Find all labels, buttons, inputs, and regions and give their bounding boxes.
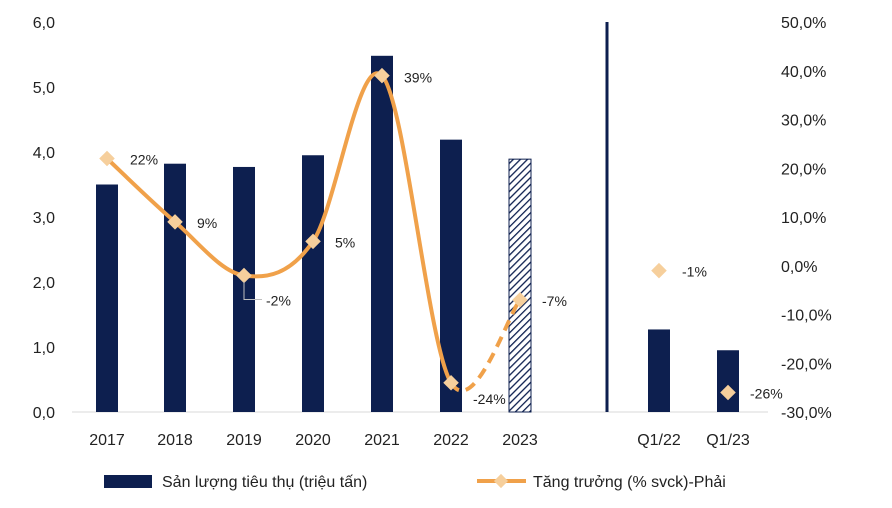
left-axis-tick-label: 5,0 bbox=[33, 80, 55, 97]
left-axis-tick-label: 4,0 bbox=[33, 145, 55, 162]
right-axis-tick-label: 0,0% bbox=[781, 259, 817, 276]
growth-point bbox=[443, 374, 459, 391]
growth-point bbox=[167, 214, 183, 230]
growth-point bbox=[236, 267, 252, 284]
line-markers bbox=[99, 67, 736, 401]
bar bbox=[440, 139, 462, 412]
bar bbox=[302, 155, 324, 412]
right-axis-tick-label: 20,0% bbox=[781, 161, 826, 178]
x-axis-tick-label: 2020 bbox=[295, 432, 331, 449]
growth-data-label: -26% bbox=[750, 386, 783, 402]
left-axis: 0,0 1,0 2,0 3,0 4,0 5,0 6,0 bbox=[33, 15, 55, 422]
legend-line-marker bbox=[493, 473, 509, 489]
right-axis-tick-label: -30,0% bbox=[781, 405, 832, 422]
bar bbox=[508, 158, 532, 413]
x-axis-tick-label: Q1/23 bbox=[706, 432, 750, 449]
right-axis-tick-label: 10,0% bbox=[781, 210, 826, 227]
bar bbox=[96, 184, 118, 412]
right-axis-tick-label: 50,0% bbox=[781, 15, 826, 32]
left-axis-tick-label: 3,0 bbox=[33, 210, 55, 227]
right-axis-tick-label: 30,0% bbox=[781, 113, 826, 130]
x-axis-tick-label: Q1/22 bbox=[637, 432, 681, 449]
growth-data-label: -1% bbox=[682, 264, 707, 280]
growth-data-label: 22% bbox=[130, 152, 158, 168]
growth-point bbox=[651, 262, 667, 279]
x-axis-tick-label: 2019 bbox=[226, 432, 262, 449]
bar bbox=[371, 55, 393, 413]
legend: Sản lượng tiêu thụ (triệu tấn) Tăng trưở… bbox=[104, 473, 726, 491]
bar bbox=[164, 163, 186, 412]
left-axis-tick-label: 6,0 bbox=[33, 15, 55, 32]
growth-data-label: -7% bbox=[542, 293, 567, 309]
data-labels: 22% 9% -2% 5% 39% -24% -7% -1% -26% bbox=[130, 70, 783, 407]
x-axis-ticks: 2017 2018 2019 2020 2021 2022 2023 Q1/22 Q1/23 bbox=[89, 432, 750, 449]
right-axis-tick-label: -10,0% bbox=[781, 308, 832, 325]
x-axis-tick-label: 2018 bbox=[157, 432, 193, 449]
growth-line bbox=[105, 71, 453, 385]
left-axis-tick-label: 1,0 bbox=[33, 340, 55, 357]
legend-line-label: Tăng trưởng (% svck)-Phải bbox=[533, 474, 726, 491]
growth-data-label: 5% bbox=[335, 234, 355, 250]
growth-line-forecast bbox=[449, 298, 522, 393]
x-axis-tick-label: 2022 bbox=[433, 432, 469, 449]
growth-data-label: -2% bbox=[266, 293, 291, 309]
growth-data-label: 39% bbox=[404, 70, 432, 86]
label-leader-line bbox=[243, 281, 262, 300]
right-axis-tick-label: 40,0% bbox=[781, 64, 826, 81]
growth-data-label: -24% bbox=[473, 391, 506, 407]
right-axis-tick-label: -20,0% bbox=[781, 356, 832, 373]
left-axis-tick-label: 0,0 bbox=[33, 405, 55, 422]
growth-data-label: 9% bbox=[197, 215, 217, 231]
right-axis: -30,0% -20,0% -10,0% 0,0% 10,0% 20,0% 30,0% 40,… bbox=[781, 15, 832, 422]
legend-bar-label: Sản lượng tiêu thụ (triệu tấn) bbox=[162, 474, 367, 491]
left-axis-tick-label: 2,0 bbox=[33, 275, 55, 292]
x-axis-tick-label: 2017 bbox=[89, 432, 125, 449]
bar bbox=[648, 329, 670, 412]
growth-point bbox=[512, 292, 528, 308]
bar bbox=[717, 350, 739, 412]
legend-bar-swatch bbox=[104, 475, 152, 488]
growth-point bbox=[99, 150, 115, 167]
x-axis-tick-label: 2021 bbox=[364, 432, 400, 449]
growth-point bbox=[305, 233, 321, 250]
x-axis-tick-label: 2023 bbox=[502, 432, 538, 449]
